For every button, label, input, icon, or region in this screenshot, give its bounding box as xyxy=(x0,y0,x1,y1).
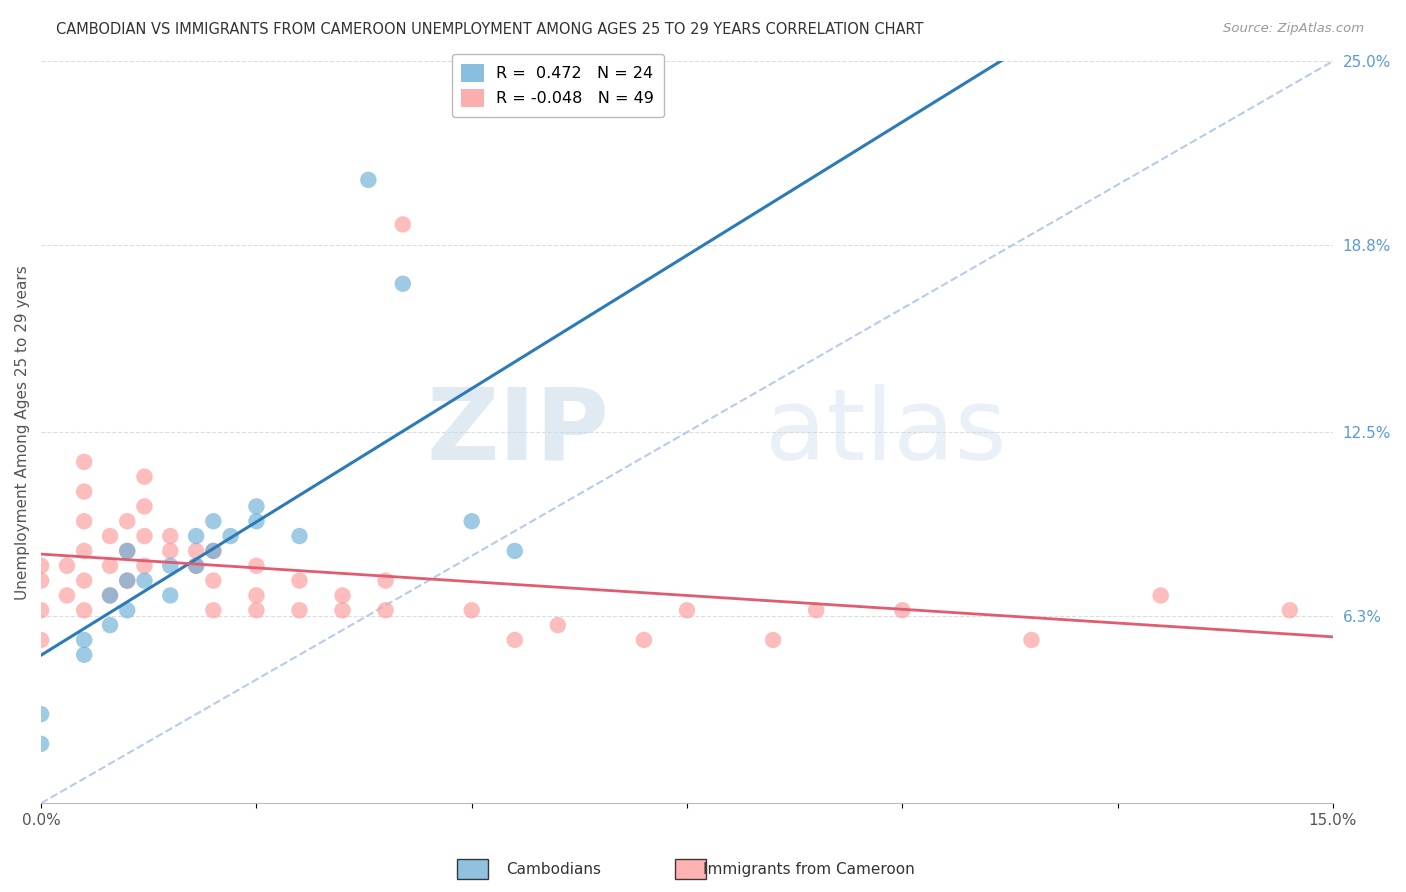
Point xyxy=(891,603,914,617)
Point xyxy=(115,544,138,558)
Point xyxy=(159,544,181,558)
Point xyxy=(184,544,207,558)
Point xyxy=(73,484,96,499)
Point xyxy=(30,603,52,617)
Point xyxy=(460,514,482,528)
Point xyxy=(134,529,156,543)
Point xyxy=(115,544,138,558)
Point xyxy=(184,529,207,543)
Point xyxy=(202,544,225,558)
Text: Cambodians: Cambodians xyxy=(506,863,602,877)
Point xyxy=(245,558,267,573)
Point xyxy=(73,514,96,528)
Text: Source: ZipAtlas.com: Source: ZipAtlas.com xyxy=(1223,22,1364,36)
Text: CAMBODIAN VS IMMIGRANTS FROM CAMEROON UNEMPLOYMENT AMONG AGES 25 TO 29 YEARS COR: CAMBODIAN VS IMMIGRANTS FROM CAMEROON UN… xyxy=(56,22,924,37)
Point xyxy=(56,558,79,573)
Point xyxy=(633,632,655,647)
Point xyxy=(288,603,311,617)
Point xyxy=(219,529,242,543)
Point xyxy=(30,574,52,588)
Point xyxy=(202,574,225,588)
Point xyxy=(98,618,121,632)
Point xyxy=(374,574,396,588)
Text: atlas: atlas xyxy=(765,384,1007,481)
Point xyxy=(391,218,413,232)
Text: Immigrants from Cameroon: Immigrants from Cameroon xyxy=(703,863,915,877)
Point xyxy=(245,589,267,603)
Point xyxy=(30,558,52,573)
Point xyxy=(73,574,96,588)
Point xyxy=(115,514,138,528)
Point xyxy=(762,632,785,647)
Point xyxy=(288,574,311,588)
Point xyxy=(134,500,156,514)
Point xyxy=(73,648,96,662)
Point xyxy=(98,529,121,543)
Point xyxy=(1278,603,1301,617)
Point xyxy=(245,603,267,617)
Point xyxy=(98,558,121,573)
Legend: R =  0.472   N = 24, R = -0.048   N = 49: R = 0.472 N = 24, R = -0.048 N = 49 xyxy=(451,54,664,117)
Point xyxy=(184,558,207,573)
Point xyxy=(159,558,181,573)
Point xyxy=(332,603,354,617)
Point xyxy=(806,603,828,617)
Point xyxy=(30,737,52,751)
Y-axis label: Unemployment Among Ages 25 to 29 years: Unemployment Among Ages 25 to 29 years xyxy=(15,265,30,599)
Point xyxy=(202,514,225,528)
Point xyxy=(184,558,207,573)
Point xyxy=(134,558,156,573)
Point xyxy=(56,589,79,603)
Point xyxy=(73,632,96,647)
Point xyxy=(1150,589,1173,603)
Point xyxy=(676,603,699,617)
Point xyxy=(73,603,96,617)
Point xyxy=(503,544,526,558)
Point xyxy=(288,529,311,543)
Point xyxy=(73,544,96,558)
Point xyxy=(30,632,52,647)
Point xyxy=(134,469,156,483)
Point xyxy=(460,603,482,617)
Point xyxy=(73,455,96,469)
Point xyxy=(115,574,138,588)
Point xyxy=(202,544,225,558)
Point xyxy=(245,500,267,514)
Point xyxy=(134,574,156,588)
Point xyxy=(357,173,380,187)
Point xyxy=(115,574,138,588)
Point xyxy=(115,603,138,617)
Point xyxy=(202,603,225,617)
Point xyxy=(503,632,526,647)
Point xyxy=(391,277,413,291)
Point xyxy=(332,589,354,603)
Point xyxy=(374,603,396,617)
Point xyxy=(98,589,121,603)
Point xyxy=(159,589,181,603)
Text: ZIP: ZIP xyxy=(426,384,609,481)
Point xyxy=(1021,632,1043,647)
Point xyxy=(98,589,121,603)
Point xyxy=(245,514,267,528)
Point xyxy=(30,707,52,722)
Point xyxy=(159,529,181,543)
Point xyxy=(547,618,569,632)
